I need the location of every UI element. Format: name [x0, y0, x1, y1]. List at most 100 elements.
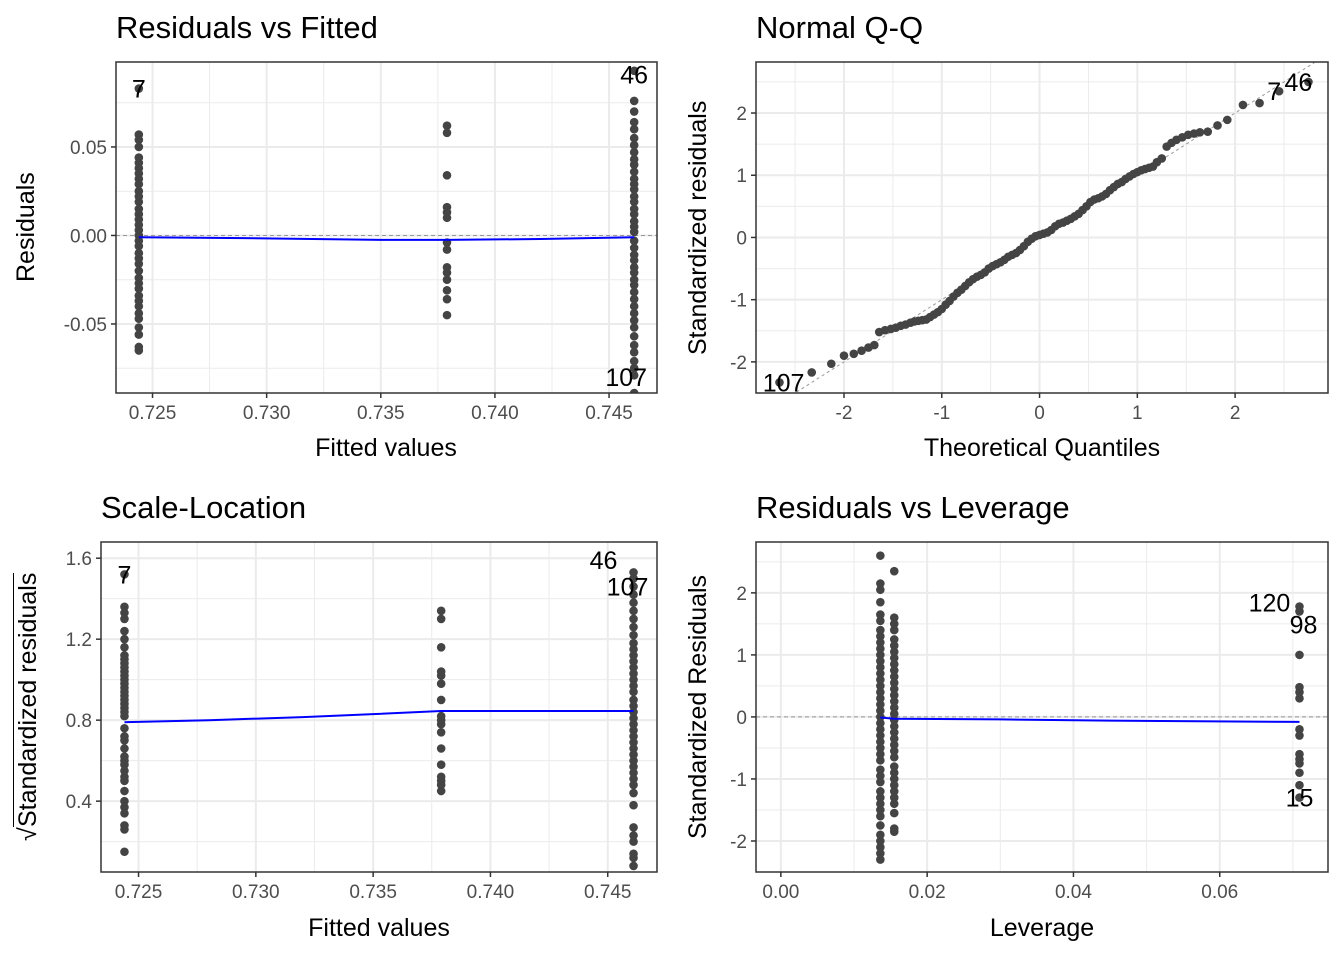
x-tick-label: 0.745: [585, 403, 633, 424]
data-point: [629, 651, 638, 660]
y-tick-label: 2: [736, 104, 747, 125]
data-point: [876, 681, 885, 691]
data-point: [629, 713, 638, 723]
data-point: [876, 842, 885, 852]
data-point: [629, 675, 638, 684]
point-label: 98: [1290, 612, 1318, 640]
data-point: [889, 641, 899, 650]
data-point: [436, 780, 446, 790]
data-point: [629, 719, 638, 729]
plot-background: [116, 62, 657, 393]
data-point: [876, 616, 885, 626]
data-point: [629, 598, 638, 608]
data-point: [629, 657, 638, 666]
data-point: [442, 128, 452, 138]
data-point: [442, 310, 452, 320]
data-point: [629, 861, 638, 871]
data-point: [876, 625, 885, 635]
data-point: [436, 728, 446, 737]
chart-title: Residuals vs Leverage: [756, 490, 1070, 525]
data-point: [629, 107, 639, 116]
data-point: [629, 630, 638, 640]
data-point: [629, 823, 638, 832]
data-point: [1295, 650, 1304, 660]
data-point: [629, 800, 638, 810]
data-point: [876, 821, 885, 830]
data-point: [876, 718, 885, 728]
data-point: [1295, 725, 1304, 734]
data-point: [1157, 154, 1167, 163]
data-point: [629, 209, 639, 219]
data-point: [1295, 607, 1304, 616]
data-point: [120, 570, 129, 579]
point-label: 120: [1249, 590, 1291, 618]
y-tick-label: -0.05: [64, 315, 107, 336]
y-tick-label: 0: [736, 708, 747, 729]
data-point: [876, 694, 885, 703]
data-point: [120, 744, 129, 753]
data-point: [120, 642, 129, 652]
data-point: [876, 650, 885, 660]
data-point: [436, 786, 446, 796]
data-point: [629, 66, 639, 76]
data-point: [889, 635, 899, 644]
data-point: [1295, 687, 1304, 697]
x-tick-label: 2: [1230, 403, 1241, 424]
data-point: [889, 709, 899, 719]
data-point: [629, 301, 639, 311]
data-point: [889, 799, 899, 809]
data-point: [436, 606, 446, 616]
x-tick-label: 0.04: [1055, 882, 1092, 903]
data-point: [889, 774, 899, 784]
data-point: [629, 316, 639, 325]
y-tick-label: 1: [736, 166, 747, 187]
y-tick-label: -2: [730, 353, 747, 374]
y-tick-label: 0.05: [70, 138, 107, 159]
data-point: [857, 346, 866, 355]
data-point: [889, 566, 899, 576]
x-axis-label: Theoretical Quantiles: [923, 434, 1161, 462]
data-point: [876, 743, 885, 753]
data-point: [436, 744, 446, 753]
plot-area: [101, 542, 657, 872]
data-point: [120, 608, 129, 618]
data-point: [436, 642, 446, 652]
data-point: [629, 732, 638, 741]
data-point: [876, 597, 885, 607]
data-point: [876, 663, 885, 672]
plot-background: [101, 542, 657, 872]
data-point: [876, 765, 885, 774]
data-point: [629, 347, 639, 357]
data-point: [629, 294, 639, 304]
data-point: [876, 551, 885, 560]
data-point: [134, 84, 144, 93]
data-point: [134, 259, 144, 269]
data-point: [629, 687, 638, 697]
data-point: [629, 356, 639, 366]
data-point: [629, 606, 638, 616]
chart-title: Residuals vs Fitted: [116, 10, 378, 45]
data-point: [442, 275, 452, 285]
data-point: [876, 638, 885, 647]
data-point: [826, 359, 836, 369]
data-point: [134, 135, 144, 145]
data-point: [1295, 768, 1304, 778]
data-point: [876, 579, 885, 588]
data-point: [889, 740, 899, 750]
plot-border: [115, 61, 658, 394]
smooth-line: [124, 710, 634, 724]
data-point: [889, 625, 899, 635]
data-point: [120, 802, 129, 812]
data-point: [1238, 100, 1248, 110]
data-point: [889, 653, 899, 663]
data-point: [442, 245, 452, 254]
data-point: [442, 286, 452, 295]
data-point: [629, 197, 639, 207]
x-tick-label: 0.725: [129, 403, 177, 424]
data-point: [876, 771, 885, 781]
data-point: [889, 762, 899, 771]
data-point: [629, 590, 638, 599]
data-point: [876, 585, 885, 595]
